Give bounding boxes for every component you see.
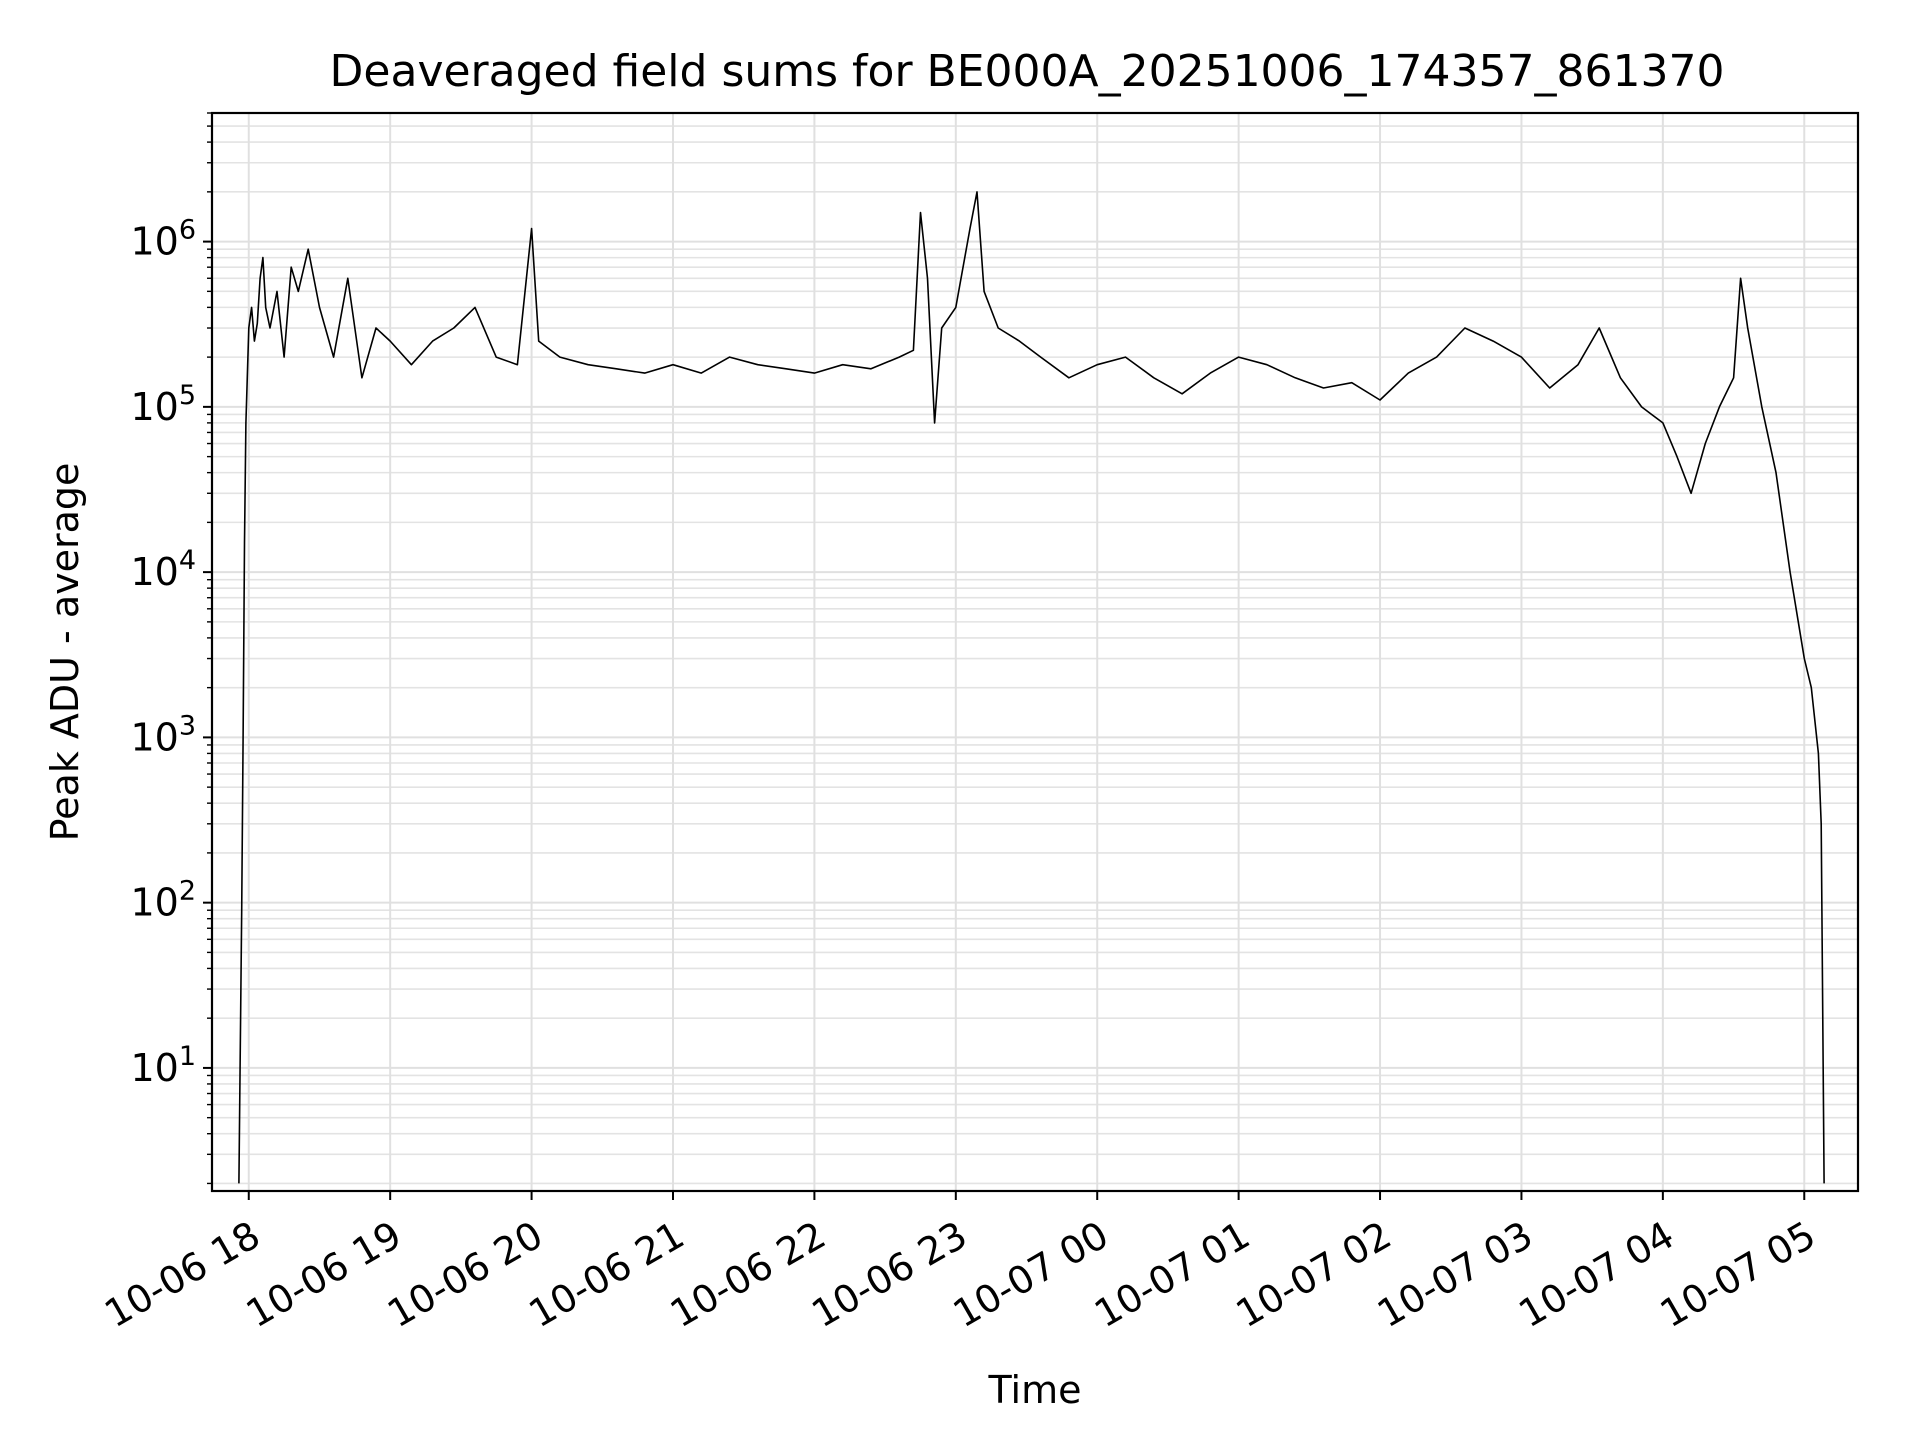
- y-tick-label-base: 10: [130, 1046, 178, 1090]
- chart-title: Deaveraged field sums for BE000A_2025100…: [330, 46, 1725, 97]
- y-tick-label: 101: [130, 1041, 196, 1090]
- y-tick-label-exponent: 6: [179, 215, 196, 246]
- series-line: [238, 191, 1825, 1184]
- y-tick-label-exponent: 5: [179, 380, 196, 411]
- y-tick-label-base: 10: [130, 715, 178, 759]
- x-axis-label: Time: [988, 1368, 1082, 1412]
- series-layer: [238, 191, 1825, 1184]
- y-tick-label-exponent: 4: [179, 545, 196, 576]
- y-tick-label: 103: [130, 710, 196, 759]
- y-tick-label-base: 10: [130, 550, 178, 594]
- plot-frame: [210, 111, 1860, 1193]
- y-tick-label: 104: [130, 545, 196, 594]
- y-tick-label: 106: [130, 215, 196, 264]
- y-tick-label-exponent: 3: [179, 710, 196, 741]
- y-tick-label-exponent: 2: [179, 876, 196, 907]
- y-tick-label-base: 10: [130, 881, 178, 925]
- grid: [212, 112, 1858, 1191]
- y-tick-label-base: 10: [130, 220, 178, 264]
- y-tick-label: 102: [130, 876, 196, 925]
- y-tick-label-base: 10: [130, 385, 178, 429]
- y-tick-label-exponent: 1: [179, 1041, 196, 1072]
- y-tick-label: 105: [130, 380, 196, 429]
- y-axis-label: Peak ADU - average: [43, 463, 87, 842]
